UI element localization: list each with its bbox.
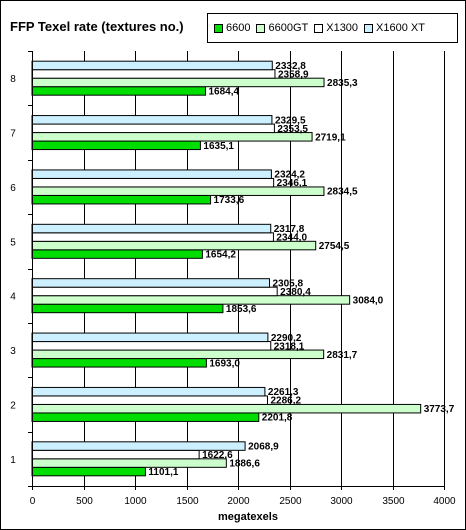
bar-x1600-xt-2: [31, 386, 266, 397]
data-label-x1300-4: 2380,4: [280, 287, 311, 298]
bar-x1300-8: [31, 69, 276, 79]
category-label-7: 7: [10, 129, 16, 140]
bar-x1600-xt-3: [31, 332, 269, 343]
x-axis-title: megatexels: [218, 511, 278, 523]
x-tick-label-1500: 1500: [176, 496, 199, 507]
bar-x1300-3: [31, 341, 272, 351]
legend-swatch: [314, 23, 324, 33]
category-label-6: 6: [10, 183, 16, 194]
bar-6600-5: [31, 249, 203, 259]
bar-x1300-1: [31, 449, 200, 460]
data-label-x1600-xt-2: 2261,3: [268, 387, 299, 398]
data-label-x1600-xt-5: 2317,8: [274, 224, 305, 235]
legend-label: 6600: [226, 22, 251, 34]
bar-6600gt-5: [31, 240, 317, 251]
data-label-6600-6: 1733,6: [214, 195, 245, 206]
category-label-3: 3: [10, 346, 16, 357]
legend-label: X1300: [326, 22, 359, 34]
data-label-x1300-5: 2344,0: [276, 233, 307, 244]
bar-6600-8: [31, 86, 206, 96]
data-label-6600gt-7: 2719,1: [315, 132, 346, 143]
bar-6600-4: [31, 303, 224, 314]
legend-item-6600gt: 6600GT: [256, 22, 308, 34]
data-label-x1300-8: 2358,9: [278, 69, 309, 80]
chart-title: FFP Texel rate (textures no.): [10, 19, 184, 34]
data-label-6600-8: 1684,4: [208, 86, 239, 97]
data-label-6600gt-3: 2831,7: [327, 350, 358, 361]
bar-6600-1: [31, 466, 146, 477]
data-label-6600gt-2: 3773,7: [424, 404, 455, 415]
category-label-5: 5: [10, 237, 16, 248]
x-tick-label-0: 0: [30, 496, 36, 507]
legend-item-6600: 6600: [214, 22, 250, 34]
data-label-6600-1: 1101,1: [148, 467, 178, 478]
data-label-x1300-2: 2286,2: [270, 396, 301, 407]
bar-x1600-xt-4: [31, 278, 270, 288]
legend-label: X1600 XT: [376, 22, 425, 34]
data-label-6600-2: 2201,8: [262, 413, 293, 424]
x-tick-label-2500: 2500: [279, 496, 302, 507]
x-tick-label-1000: 1000: [124, 496, 147, 507]
data-label-x1300-7: 2353,5: [277, 124, 308, 135]
data-label-x1600-xt-4: 2305,8: [272, 278, 303, 289]
data-label-x1300-3: 2318,1: [274, 341, 305, 352]
legend-label: 6600GT: [268, 22, 309, 34]
data-label-x1300-1: 1622,6: [202, 450, 233, 461]
category-label-4: 4: [10, 292, 16, 303]
data-label-6600-5: 1654,2: [205, 250, 236, 261]
legend-swatch: [256, 23, 266, 33]
legend-swatch: [214, 23, 223, 33]
data-label-6600gt-1: 1886,6: [229, 459, 260, 470]
bar-6600gt-1: [31, 458, 227, 468]
data-label-6600gt-6: 2834,5: [327, 187, 358, 198]
data-label-6600-4: 1853,6: [226, 304, 257, 315]
x-tick-label-500: 500: [76, 496, 93, 507]
legend-swatch: [364, 23, 374, 33]
data-label-x1600-xt-3: 2290,2: [271, 333, 302, 344]
bar-x1600-xt-1: [31, 441, 246, 451]
legend: 6600 6600GT X1300 X1600 XT: [207, 13, 458, 43]
x-tick-label-3500: 3500: [382, 496, 405, 507]
bar-6600-3: [31, 358, 207, 368]
data-label-6600gt-5: 2754,5: [319, 241, 350, 252]
x-tick-label-2000: 2000: [227, 496, 250, 507]
legend-item-x1300: X1300: [314, 22, 358, 34]
bar-6600-2: [31, 412, 260, 422]
x-tick-label-3000: 3000: [330, 496, 353, 507]
category-label-8: 8: [10, 74, 16, 85]
data-label-x1600-xt-6: 2324,2: [274, 170, 305, 181]
bar-x1300-7: [31, 123, 275, 134]
bar-6600-7: [31, 140, 201, 151]
category-label-2: 2: [10, 400, 16, 411]
bar-6600gt-7: [31, 132, 313, 142]
data-label-x1300-6: 2346,1: [277, 178, 308, 189]
data-label-x1600-xt-1: 2068,9: [248, 442, 279, 453]
x-tick-label-4000: 4000: [433, 496, 456, 507]
bar-6600-6: [31, 194, 212, 205]
data-label-6600-7: 1635,1: [203, 141, 234, 152]
bar-x1600-xt-7: [31, 115, 273, 125]
data-label-x1600-xt-7: 2329,5: [275, 115, 306, 126]
legend-item-x1600-xt: X1600 XT: [364, 22, 425, 34]
bar-x1600-xt-8: [31, 60, 273, 71]
bar-x1600-xt-6: [31, 169, 272, 179]
bar-x1300-2: [31, 395, 268, 405]
bar-x1300-4: [31, 286, 278, 297]
data-label-6600-3: 1693,0: [209, 358, 240, 369]
bar-x1300-5: [31, 232, 274, 242]
data-label-6600gt-8: 2835,3: [327, 78, 358, 89]
bar-6600gt-2: [31, 403, 422, 414]
bar-x1600-xt-5: [31, 223, 272, 234]
data-label-6600gt-4: 3084,0: [353, 295, 384, 306]
bar-x1300-6: [31, 177, 275, 188]
data-label-x1600-xt-8: 2332,8: [275, 61, 306, 72]
category-label-1: 1: [10, 455, 16, 466]
